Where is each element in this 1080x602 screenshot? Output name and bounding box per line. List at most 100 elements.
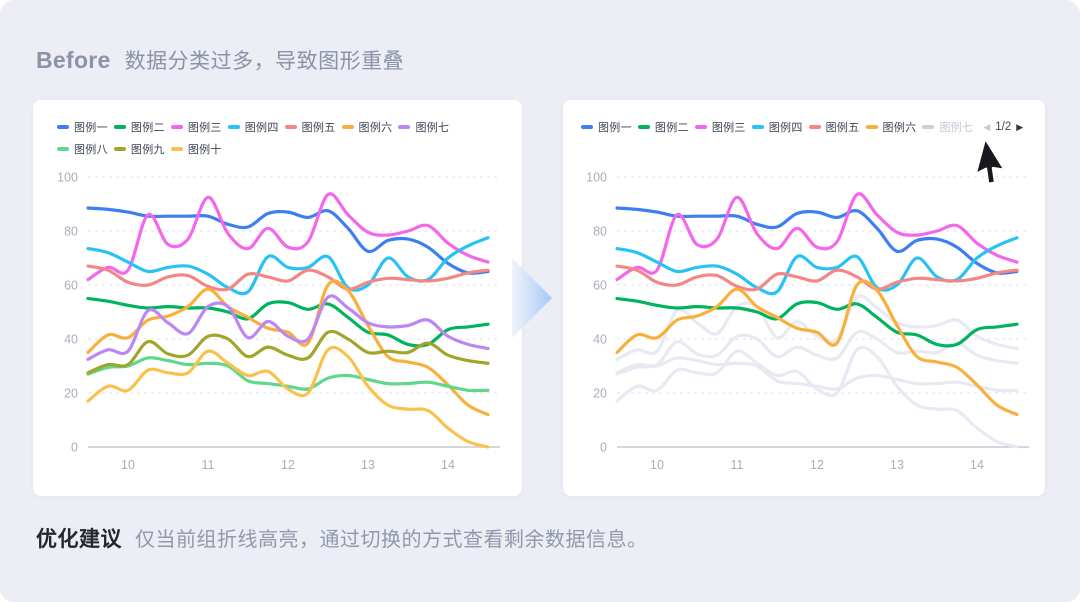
x-axis-tick: 12	[810, 458, 824, 472]
legend-item-图例六[interactable]: 图例六	[341, 120, 393, 134]
x-axis-tick: 12	[281, 458, 295, 472]
legend-label: 图例二	[654, 122, 689, 134]
legend-label: 图例四	[244, 122, 279, 134]
legend-swatch-icon	[581, 125, 593, 129]
mouse-cursor-icon	[974, 137, 1006, 185]
pager-label: 1/2	[995, 121, 1012, 133]
legend-swatch-icon	[637, 125, 650, 129]
title-before-label: Before	[36, 47, 111, 73]
line-series-图例十	[615, 345, 1019, 449]
y-axis-tick: 60	[593, 279, 607, 293]
x-axis-tick: 13	[890, 458, 904, 472]
suggestion-label: 优化建议	[36, 528, 122, 551]
line-series-图例七	[615, 294, 1019, 361]
line-series-图例六	[615, 279, 1019, 417]
legend-item-图例八[interactable]: 图例八	[57, 142, 108, 156]
legend-label: 图例五	[301, 122, 336, 134]
legend-label: 图例八	[74, 144, 108, 156]
chart-card-before: 图例一 图例二 图例三 图例四 图例五 图例六 图例七 图例八 图例九 图例十 0 20 40 60 80…	[33, 100, 522, 496]
legend-item-图例六[interactable]: 图例六	[865, 120, 917, 134]
legend-label: 图例六	[358, 122, 393, 134]
legend-item-图例二[interactable]: 图例二	[637, 120, 689, 134]
legend-label: 图例十	[187, 144, 222, 156]
legend-item-图例五[interactable]: 图例五	[284, 120, 336, 134]
chart-card-after: 图例一 图例二 图例三 图例四 图例五 图例六 图例七 ◀ 1/2 ▶ 0 20 40 60 80 1…	[563, 100, 1045, 496]
suggestion-text: 优化建议 仅当前组折线高亮，通过切换的方式查看剩余数据信息。	[36, 523, 648, 553]
line-series-图例一	[615, 206, 1019, 275]
legend-swatch-icon	[170, 147, 183, 151]
pager-next-icon[interactable]: ▶	[1016, 121, 1024, 132]
legend-item-图例四[interactable]: 图例四	[751, 120, 803, 134]
legend-pager: ◀ 1/2 ▶	[983, 121, 1023, 133]
y-axis-tick: 0	[600, 441, 607, 455]
line-series-图例十	[86, 345, 490, 449]
line-series-图例九	[86, 329, 490, 375]
legend-item-图例五[interactable]: 图例五	[808, 120, 860, 134]
legend-item-图例一[interactable]: 图例一	[581, 120, 632, 134]
x-axis-tick: 11	[731, 458, 744, 472]
legend-item-图例三[interactable]: 图例三	[170, 120, 222, 134]
legend-item-图例一[interactable]: 图例一	[57, 120, 108, 134]
suggestion-description: 仅当前组折线高亮，通过切换的方式查看剩余数据信息。	[135, 529, 648, 551]
legend-swatch-icon	[227, 125, 240, 129]
legend-swatch-icon	[694, 125, 707, 129]
legend-label: 图例七	[415, 122, 450, 134]
legend-swatch-icon	[751, 125, 764, 129]
x-axis-tick: 11	[202, 458, 215, 472]
line-series-图例五	[615, 264, 1019, 292]
x-axis-tick: 13	[361, 458, 375, 472]
legend-swatch-icon	[865, 125, 878, 129]
legend-item-图例三[interactable]: 图例三	[694, 120, 746, 134]
legend-item-图例七[interactable]: 图例七	[922, 120, 973, 134]
line-chart-before: 0 20 40 60 80 100 10 11 12 13 14	[57, 171, 500, 472]
legend-item-图例四[interactable]: 图例四	[227, 120, 279, 134]
line-series-图例五	[86, 264, 490, 292]
legend-item-图例二[interactable]: 图例二	[113, 120, 165, 134]
title-description: 数据分类过多，导致图形重叠	[124, 50, 405, 73]
pager-prev-icon[interactable]: ◀	[983, 121, 991, 132]
line-series-图例八	[86, 356, 490, 393]
y-axis-tick: 100	[57, 171, 78, 185]
legend-swatch-icon	[57, 147, 69, 151]
y-axis-tick: 20	[593, 387, 607, 401]
x-axis-tick: 14	[970, 458, 984, 472]
line-series-图例三	[615, 192, 1019, 282]
page-title: Before 数据分类过多，导致图形重叠	[36, 45, 404, 75]
legend-swatch-icon	[170, 125, 183, 129]
legend-label: 图例一	[598, 122, 632, 134]
legend-item-图例七[interactable]: 图例七	[398, 120, 449, 134]
legend-swatch-icon	[113, 147, 126, 151]
legend-label: 图例五	[825, 122, 860, 134]
legend-label: 图例二	[130, 122, 165, 134]
legend-after: 图例一 图例二 图例三 图例四 图例五 图例六 图例七 ◀ 1/2 ▶	[581, 120, 1037, 134]
legend-label: 图例三	[711, 122, 746, 134]
legend-label: 图例一	[74, 122, 108, 134]
legend-swatch-icon	[398, 125, 411, 129]
line-series-图例六	[86, 279, 490, 417]
y-axis-tick: 100	[586, 171, 607, 185]
line-series-图例一	[86, 206, 490, 275]
legend-swatch-icon	[284, 125, 297, 129]
legend-swatch-icon	[341, 125, 354, 129]
y-axis-tick: 20	[64, 387, 78, 401]
legend-swatch-icon	[113, 125, 126, 129]
legend-swatch-icon	[57, 125, 69, 129]
legend-item-图例九[interactable]: 图例九	[113, 142, 165, 156]
y-axis-tick: 60	[64, 279, 78, 293]
line-series-图例二	[615, 296, 1019, 348]
legend-swatch-icon	[808, 125, 821, 129]
line-series-图例七	[86, 294, 490, 361]
legend-label: 图例九	[130, 144, 165, 156]
x-axis-tick: 10	[650, 458, 664, 472]
legend-label: 图例三	[187, 122, 222, 134]
y-axis-tick: 40	[593, 333, 607, 347]
legend-item-图例十[interactable]: 图例十	[170, 142, 222, 156]
x-axis-tick: 10	[121, 458, 135, 472]
line-series-图例三	[86, 192, 490, 282]
legend-before: 图例一 图例二 图例三 图例四 图例五 图例六 图例七图例八 图例九 图例十	[57, 120, 512, 156]
line-series-图例二	[86, 296, 490, 348]
y-axis-tick: 40	[64, 333, 78, 347]
legend-label: 图例六	[882, 122, 917, 134]
y-axis-tick: 0	[71, 441, 78, 455]
